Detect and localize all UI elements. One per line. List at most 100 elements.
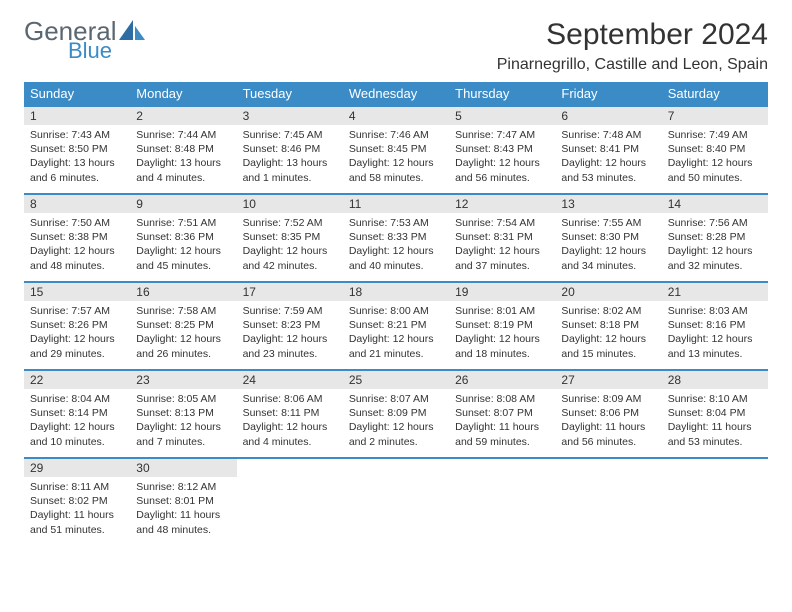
calendar-cell: 18Sunrise: 8:00 AMSunset: 8:21 PMDayligh… — [343, 282, 449, 370]
day-body: Sunrise: 8:01 AMSunset: 8:19 PMDaylight:… — [449, 301, 555, 367]
month-title: September 2024 — [497, 18, 768, 52]
day-body: Sunrise: 7:49 AMSunset: 8:40 PMDaylight:… — [662, 125, 768, 191]
calendar-table: SundayMondayTuesdayWednesdayThursdayFrid… — [24, 82, 768, 546]
day-number: 4 — [343, 107, 449, 125]
day-body: Sunrise: 7:54 AMSunset: 8:31 PMDaylight:… — [449, 213, 555, 279]
day-body: Sunrise: 8:08 AMSunset: 8:07 PMDaylight:… — [449, 389, 555, 455]
day-body: Sunrise: 7:47 AMSunset: 8:43 PMDaylight:… — [449, 125, 555, 191]
day-body: Sunrise: 7:59 AMSunset: 8:23 PMDaylight:… — [237, 301, 343, 367]
day-body: Sunrise: 8:06 AMSunset: 8:11 PMDaylight:… — [237, 389, 343, 455]
day-number: 27 — [555, 371, 661, 389]
calendar-cell: 22Sunrise: 8:04 AMSunset: 8:14 PMDayligh… — [24, 370, 130, 458]
day-body: Sunrise: 8:09 AMSunset: 8:06 PMDaylight:… — [555, 389, 661, 455]
day-body: Sunrise: 8:03 AMSunset: 8:16 PMDaylight:… — [662, 301, 768, 367]
day-body: Sunrise: 8:07 AMSunset: 8:09 PMDaylight:… — [343, 389, 449, 455]
day-body: Sunrise: 7:57 AMSunset: 8:26 PMDaylight:… — [24, 301, 130, 367]
day-body: Sunrise: 8:04 AMSunset: 8:14 PMDaylight:… — [24, 389, 130, 455]
calendar-row: 22Sunrise: 8:04 AMSunset: 8:14 PMDayligh… — [24, 370, 768, 458]
day-number: 18 — [343, 283, 449, 301]
calendar-cell: 6Sunrise: 7:48 AMSunset: 8:41 PMDaylight… — [555, 106, 661, 194]
day-body: Sunrise: 7:46 AMSunset: 8:45 PMDaylight:… — [343, 125, 449, 191]
day-number: 20 — [555, 283, 661, 301]
title-block: September 2024 Pinarnegrillo, Castille a… — [497, 18, 768, 74]
location: Pinarnegrillo, Castille and Leon, Spain — [497, 56, 768, 74]
calendar-row: 8Sunrise: 7:50 AMSunset: 8:38 PMDaylight… — [24, 194, 768, 282]
weekday-header: Wednesday — [343, 82, 449, 106]
day-number: 15 — [24, 283, 130, 301]
day-body: Sunrise: 7:44 AMSunset: 8:48 PMDaylight:… — [130, 125, 236, 191]
day-body: Sunrise: 7:53 AMSunset: 8:33 PMDaylight:… — [343, 213, 449, 279]
day-number: 17 — [237, 283, 343, 301]
calendar-cell: 15Sunrise: 7:57 AMSunset: 8:26 PMDayligh… — [24, 282, 130, 370]
day-number: 21 — [662, 283, 768, 301]
day-body: Sunrise: 7:52 AMSunset: 8:35 PMDaylight:… — [237, 213, 343, 279]
calendar-cell: 13Sunrise: 7:55 AMSunset: 8:30 PMDayligh… — [555, 194, 661, 282]
header: General Blue September 2024 Pinarnegrill… — [24, 18, 768, 74]
day-number: 11 — [343, 195, 449, 213]
day-number: 24 — [237, 371, 343, 389]
day-number: 26 — [449, 371, 555, 389]
calendar-cell: 29Sunrise: 8:11 AMSunset: 8:02 PMDayligh… — [24, 458, 130, 546]
calendar-cell: 25Sunrise: 8:07 AMSunset: 8:09 PMDayligh… — [343, 370, 449, 458]
calendar-cell — [555, 458, 661, 546]
calendar-cell: 17Sunrise: 7:59 AMSunset: 8:23 PMDayligh… — [237, 282, 343, 370]
calendar-cell — [343, 458, 449, 546]
day-body: Sunrise: 7:50 AMSunset: 8:38 PMDaylight:… — [24, 213, 130, 279]
calendar-cell — [449, 458, 555, 546]
calendar-cell: 19Sunrise: 8:01 AMSunset: 8:19 PMDayligh… — [449, 282, 555, 370]
weekday-header: Sunday — [24, 82, 130, 106]
day-number: 23 — [130, 371, 236, 389]
day-number: 16 — [130, 283, 236, 301]
day-number: 8 — [24, 195, 130, 213]
calendar-cell: 23Sunrise: 8:05 AMSunset: 8:13 PMDayligh… — [130, 370, 236, 458]
day-body: Sunrise: 7:45 AMSunset: 8:46 PMDaylight:… — [237, 125, 343, 191]
day-body: Sunrise: 8:12 AMSunset: 8:01 PMDaylight:… — [130, 477, 236, 543]
weekday-header: Monday — [130, 82, 236, 106]
weekday-row: SundayMondayTuesdayWednesdayThursdayFrid… — [24, 82, 768, 106]
day-body: Sunrise: 7:56 AMSunset: 8:28 PMDaylight:… — [662, 213, 768, 279]
day-number: 6 — [555, 107, 661, 125]
calendar-cell: 28Sunrise: 8:10 AMSunset: 8:04 PMDayligh… — [662, 370, 768, 458]
day-body: Sunrise: 7:43 AMSunset: 8:50 PMDaylight:… — [24, 125, 130, 191]
day-body: Sunrise: 7:55 AMSunset: 8:30 PMDaylight:… — [555, 213, 661, 279]
day-number: 19 — [449, 283, 555, 301]
day-number: 28 — [662, 371, 768, 389]
calendar-cell: 26Sunrise: 8:08 AMSunset: 8:07 PMDayligh… — [449, 370, 555, 458]
day-body: Sunrise: 7:58 AMSunset: 8:25 PMDaylight:… — [130, 301, 236, 367]
day-body: Sunrise: 7:51 AMSunset: 8:36 PMDaylight:… — [130, 213, 236, 279]
calendar-cell: 10Sunrise: 7:52 AMSunset: 8:35 PMDayligh… — [237, 194, 343, 282]
calendar-cell: 21Sunrise: 8:03 AMSunset: 8:16 PMDayligh… — [662, 282, 768, 370]
day-number: 7 — [662, 107, 768, 125]
day-number: 13 — [555, 195, 661, 213]
day-number: 3 — [237, 107, 343, 125]
calendar-cell: 30Sunrise: 8:12 AMSunset: 8:01 PMDayligh… — [130, 458, 236, 546]
calendar-cell — [662, 458, 768, 546]
calendar-cell: 7Sunrise: 7:49 AMSunset: 8:40 PMDaylight… — [662, 106, 768, 194]
calendar-cell: 14Sunrise: 7:56 AMSunset: 8:28 PMDayligh… — [662, 194, 768, 282]
day-body: Sunrise: 8:05 AMSunset: 8:13 PMDaylight:… — [130, 389, 236, 455]
calendar-row: 1Sunrise: 7:43 AMSunset: 8:50 PMDaylight… — [24, 106, 768, 194]
calendar-cell: 4Sunrise: 7:46 AMSunset: 8:45 PMDaylight… — [343, 106, 449, 194]
day-body: Sunrise: 8:10 AMSunset: 8:04 PMDaylight:… — [662, 389, 768, 455]
logo-text-blue: Blue — [68, 40, 145, 62]
weekday-header: Tuesday — [237, 82, 343, 106]
day-number: 10 — [237, 195, 343, 213]
logo: General Blue — [24, 18, 145, 62]
calendar-cell: 2Sunrise: 7:44 AMSunset: 8:48 PMDaylight… — [130, 106, 236, 194]
day-number: 25 — [343, 371, 449, 389]
weekday-header: Thursday — [449, 82, 555, 106]
calendar-cell: 8Sunrise: 7:50 AMSunset: 8:38 PMDaylight… — [24, 194, 130, 282]
calendar-cell: 3Sunrise: 7:45 AMSunset: 8:46 PMDaylight… — [237, 106, 343, 194]
weekday-header: Friday — [555, 82, 661, 106]
calendar-cell: 24Sunrise: 8:06 AMSunset: 8:11 PMDayligh… — [237, 370, 343, 458]
day-body: Sunrise: 8:02 AMSunset: 8:18 PMDaylight:… — [555, 301, 661, 367]
day-body: Sunrise: 8:11 AMSunset: 8:02 PMDaylight:… — [24, 477, 130, 543]
day-number: 29 — [24, 459, 130, 477]
calendar-row: 15Sunrise: 7:57 AMSunset: 8:26 PMDayligh… — [24, 282, 768, 370]
day-number: 12 — [449, 195, 555, 213]
day-number: 5 — [449, 107, 555, 125]
day-body: Sunrise: 8:00 AMSunset: 8:21 PMDaylight:… — [343, 301, 449, 367]
calendar-cell: 27Sunrise: 8:09 AMSunset: 8:06 PMDayligh… — [555, 370, 661, 458]
calendar-body: 1Sunrise: 7:43 AMSunset: 8:50 PMDaylight… — [24, 106, 768, 546]
calendar-cell: 1Sunrise: 7:43 AMSunset: 8:50 PMDaylight… — [24, 106, 130, 194]
